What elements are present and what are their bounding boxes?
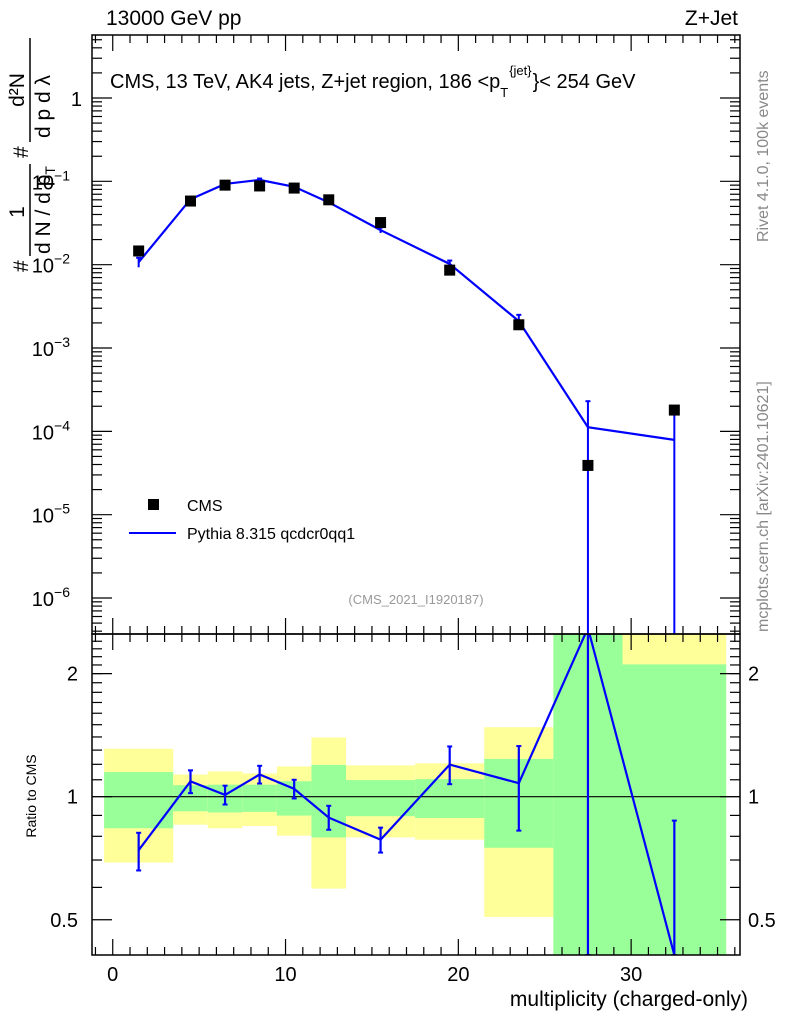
x-tick-label: 10 [274, 964, 296, 986]
main-data-group [133, 177, 680, 634]
main-panel: 110−110−210−310−410−510−6 [32, 34, 741, 635]
cms-data-point [219, 179, 231, 191]
analysis-tag: (CMS_2021_I1920187) [348, 592, 483, 607]
mc-line [137, 178, 675, 441]
y-tick-exponent: −4 [54, 417, 70, 433]
y-tick-exponent: −3 [54, 334, 70, 350]
cms-data-point [444, 264, 456, 276]
ratio-y-tick-label: 0.5 [50, 910, 78, 932]
ratio-panel: 0 10 20 30 0.5 0.5 1 1 2 2 [50, 633, 776, 986]
x-tick-label: 20 [447, 964, 469, 986]
ratio-band-stat [242, 784, 277, 812]
ylabel-hash2: # [10, 146, 33, 158]
cms-data-point [582, 459, 594, 471]
ratio-y-tick-label-right: 2 [748, 664, 759, 686]
ratio-band-stat [415, 779, 485, 818]
main-frame [91, 34, 741, 635]
y-tick-label: 1 [71, 89, 82, 111]
cms-data-point [254, 180, 266, 192]
y-tick-label: 10−3 [32, 334, 70, 361]
cms-data-point [323, 194, 335, 206]
ratio-mc-group [136, 634, 677, 955]
ratio-band-stat [346, 780, 416, 817]
header-left: 13000 GeV pp [106, 7, 241, 30]
legend-label-cms: CMS [187, 498, 223, 515]
y-tick-exponent: −1 [54, 167, 70, 183]
y-tick-label: 10−4 [32, 417, 70, 444]
ratio-y-tick-label-right: 0.5 [748, 910, 776, 932]
rivet-label: Rivet 4.1.0, 100k events [755, 70, 772, 242]
ratio-y-tick-label-right: 1 [748, 787, 759, 809]
x-tick-label: 30 [620, 964, 642, 986]
ratio-y-tick-label: 1 [67, 787, 78, 809]
ylabel-frac2-num: d²N [6, 73, 29, 107]
ylabel-hash1: # [10, 260, 33, 272]
cms-data-point [184, 195, 196, 207]
y-tick-exponent: −6 [54, 584, 70, 600]
main-ylabel: # 1 d N / d pT # d²N d p d λ [6, 38, 58, 272]
header-right: Z+Jet [685, 7, 738, 30]
main-title: CMS, 13 TeV, AK4 jets, Z+jet region, 186… [110, 63, 636, 100]
y-tick-label: 10−5 [32, 501, 70, 528]
cms-data-point [375, 217, 387, 229]
legend-label-mc: Pythia 8.315 qcdcr0qq1 [187, 526, 355, 543]
x-tick-label: 0 [107, 964, 118, 986]
cms-data-point [133, 245, 145, 257]
cms-data-point [288, 182, 300, 194]
cms-data-point [513, 319, 525, 331]
legend-marker-cms [148, 499, 159, 510]
mcplots-label: mcplots.cern.ch [arXiv:2401.10621] [755, 381, 772, 632]
ylabel-frac1-den: d N / d pT [32, 166, 58, 254]
ylabel-frac2-den: d p d λ [32, 74, 55, 138]
ratio-y-tick-label: 2 [67, 664, 78, 686]
y-tick-exponent: −5 [54, 501, 70, 517]
cms-data-point [668, 404, 680, 416]
x-axis-label: multiplicity (charged-only) [510, 988, 748, 1011]
ylabel-frac1-num: 1 [6, 206, 29, 218]
y-tick-exponent: −2 [54, 251, 70, 267]
y-tick-label: 10−6 [32, 584, 70, 611]
ratio-ylabel: Ratio to CMS [23, 754, 39, 837]
